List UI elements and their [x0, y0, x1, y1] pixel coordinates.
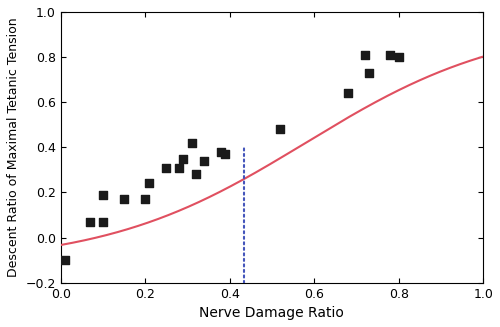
Point — [276, 127, 284, 132]
Point — [179, 156, 187, 161]
Point — [141, 197, 149, 202]
Point — [175, 165, 183, 170]
Y-axis label: Descent Ratio of Maximal Tetanic Tension: Descent Ratio of Maximal Tetanic Tension — [7, 17, 20, 277]
Point — [365, 70, 373, 76]
Point — [192, 172, 200, 177]
Point — [200, 158, 208, 164]
Point — [146, 181, 154, 186]
Point — [120, 197, 128, 202]
Point — [162, 165, 170, 170]
Point — [188, 140, 196, 146]
Point — [361, 52, 369, 58]
X-axis label: Nerve Damage Ratio: Nerve Damage Ratio — [200, 306, 344, 320]
Point — [386, 52, 394, 58]
Point — [99, 192, 107, 197]
Point — [99, 219, 107, 224]
Point — [222, 151, 230, 157]
Point — [394, 54, 402, 60]
Point — [86, 219, 94, 224]
Point — [61, 257, 69, 263]
Point — [344, 91, 352, 96]
Point — [217, 149, 225, 154]
